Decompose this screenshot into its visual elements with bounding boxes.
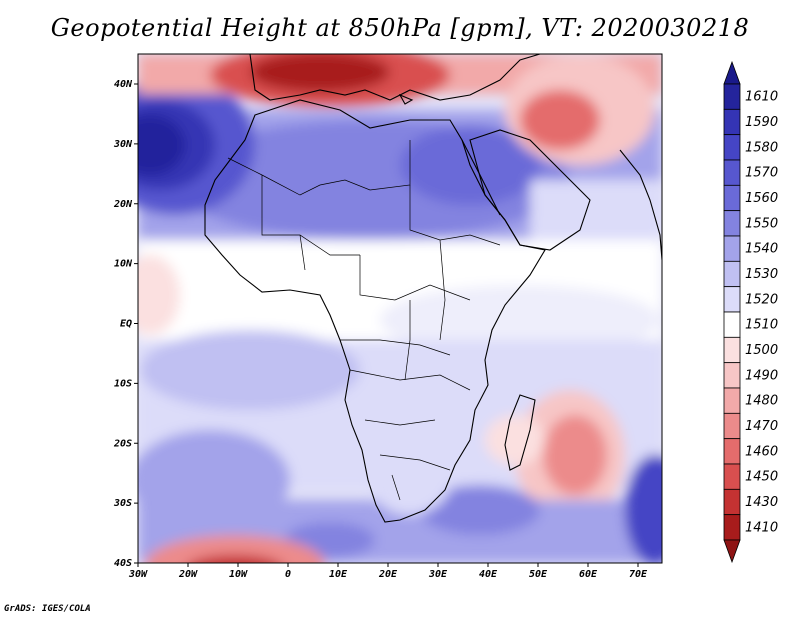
lon-tick-label: 10E <box>329 569 348 580</box>
lon-tick-label: 20W <box>178 569 198 580</box>
colorbar-swatch <box>723 311 741 338</box>
colorbar-label: 1450 <box>745 470 778 485</box>
height-field <box>138 54 662 563</box>
colorbar: 1610 1590 1580 1570 1560 1550 1540 1530 1520 1510… <box>723 60 778 564</box>
colorbar-label: 1480 <box>745 394 778 409</box>
colorbar-label: 1410 <box>745 520 778 535</box>
colorbar-swatch <box>723 83 741 110</box>
lon-tick-label: 40E <box>479 569 498 580</box>
colorbar-swatch <box>723 210 741 237</box>
colorbar-swatch <box>723 286 741 313</box>
colorbar-swatch <box>723 134 741 161</box>
colorbar-swatch <box>723 412 741 440</box>
lat-tick-label: 20S <box>113 438 132 449</box>
lat-tick-label: 40S <box>114 558 132 569</box>
colorbar-swatch <box>723 336 741 364</box>
country-borders <box>227 140 501 501</box>
colorbar-swatch <box>723 514 741 541</box>
colorbar-label: 1580 <box>745 140 778 155</box>
colorbar-swatch <box>723 235 741 262</box>
colorbar-swatch <box>723 184 741 212</box>
lon-tick-label: 20E <box>378 569 398 580</box>
lat-tick-label: 40N <box>114 79 133 90</box>
colorbar-label: 1530 <box>745 267 778 282</box>
colorbar-label: 1500 <box>745 343 778 358</box>
colorbar-swatch <box>723 488 741 516</box>
colorbar-swatch <box>723 438 741 465</box>
colorbar-swatch <box>723 362 741 389</box>
colorbar-label: 1540 <box>745 242 778 257</box>
colorbar-swatch <box>723 463 741 490</box>
lon-tick-label: 10W <box>229 569 248 580</box>
lon-tick-label: 60E <box>579 569 598 580</box>
colorbar-label: 1510 <box>745 318 778 333</box>
lat-tick-label: 30N <box>113 139 133 150</box>
lat-tick-label: 20N <box>113 199 133 210</box>
colorbar-label: 1610 <box>745 90 778 105</box>
colorbar-label: 1560 <box>745 191 778 206</box>
lon-tick-label: 30E <box>428 569 448 580</box>
colorbar-top-arrow <box>723 60 741 85</box>
colorbar-label: 1430 <box>745 495 778 510</box>
grads-credit: GrADS: IGES/COLA <box>4 604 91 614</box>
lat-tick-label: 10S <box>114 378 132 389</box>
lon-tick-label: 30W <box>128 569 148 580</box>
colorbar-label: 1490 <box>745 368 778 383</box>
map-title: Geopotential Height at 850hPa [gpm], VT:… <box>50 14 750 42</box>
colorbar-label: 1520 <box>745 292 778 307</box>
map-frame <box>137 53 663 564</box>
colorbar-label: 1550 <box>745 216 778 231</box>
colorbar-swatch <box>723 159 741 186</box>
colorbar-bottom-arrow <box>723 539 741 564</box>
lat-tick-label: 30S <box>113 498 132 509</box>
colorbar-label: 1570 <box>745 166 778 181</box>
lon-tick-label: 70E <box>629 569 648 580</box>
lon-tick-label: 50E <box>529 569 548 580</box>
colorbar-swatch <box>723 108 741 136</box>
lat-tick-label: EQ <box>120 319 132 330</box>
colorbar-swatch <box>723 387 741 414</box>
coastlines <box>204 54 662 523</box>
lat-tick-label: 10N <box>114 259 133 270</box>
colorbar-swatch <box>723 260 741 288</box>
lon-tick-label: 0 <box>285 569 291 580</box>
colorbar-label: 1460 <box>745 444 778 459</box>
colorbar-label: 1470 <box>745 419 778 434</box>
colorbar-label: 1590 <box>745 115 778 130</box>
